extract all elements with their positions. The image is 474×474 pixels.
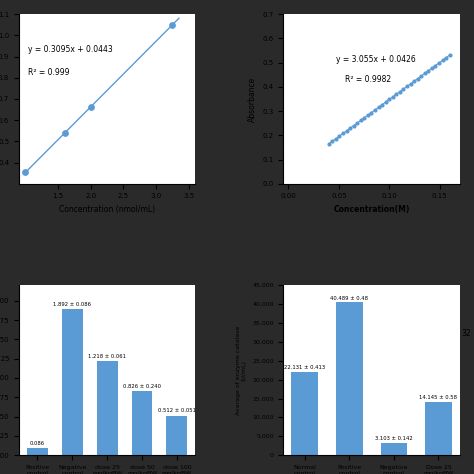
Point <box>354 119 361 127</box>
Point <box>332 135 340 142</box>
Point <box>361 114 368 121</box>
Text: R² = 0.999: R² = 0.999 <box>28 68 69 77</box>
Point <box>442 54 450 62</box>
Point <box>336 132 343 140</box>
Point <box>364 111 372 119</box>
Point <box>396 88 404 95</box>
Text: 14.145 ± 0.58: 14.145 ± 0.58 <box>419 395 457 400</box>
Point <box>339 129 347 137</box>
Text: R² = 0.9982: R² = 0.9982 <box>345 75 392 84</box>
Text: 0.512 ± 0.051: 0.512 ± 0.051 <box>158 408 196 413</box>
Point <box>385 96 393 103</box>
Point <box>414 75 421 82</box>
Text: 32: 32 <box>462 329 471 338</box>
Point <box>425 67 432 74</box>
Bar <box>292 372 318 455</box>
Point <box>343 127 350 135</box>
Point <box>378 101 386 109</box>
Point <box>346 124 354 132</box>
Point <box>418 72 425 80</box>
Text: 40.489 ± 0.48: 40.489 ± 0.48 <box>330 296 368 301</box>
X-axis label: Concentration(M): Concentration(M) <box>333 205 410 214</box>
Point <box>169 21 176 28</box>
Point <box>371 106 379 114</box>
Bar <box>97 361 118 455</box>
Point <box>410 77 418 85</box>
Bar <box>166 416 187 455</box>
Point <box>382 98 390 106</box>
Point <box>428 64 436 72</box>
Point <box>350 122 357 129</box>
Point <box>22 169 29 176</box>
Point <box>325 140 333 147</box>
Bar <box>62 309 83 455</box>
Point <box>61 129 68 137</box>
Text: 3.103 ± 0.142: 3.103 ± 0.142 <box>375 437 413 441</box>
Point <box>407 80 414 88</box>
Text: y = 0.3095x + 0.0443: y = 0.3095x + 0.0443 <box>28 45 112 54</box>
Point <box>435 59 443 67</box>
Text: y = 3.055x + 0.0426: y = 3.055x + 0.0426 <box>337 55 416 64</box>
Bar <box>131 392 153 455</box>
Text: 0.086: 0.086 <box>30 441 45 446</box>
Text: 1.892 ± 0.086: 1.892 ± 0.086 <box>53 302 91 307</box>
Bar <box>425 402 452 455</box>
Point <box>446 51 454 59</box>
Bar <box>336 302 363 455</box>
Point <box>400 85 407 93</box>
Bar <box>381 443 407 455</box>
Point <box>439 56 447 64</box>
Text: 0.826 ± 0.240: 0.826 ± 0.240 <box>123 384 161 389</box>
Point <box>357 117 365 124</box>
Point <box>87 103 95 110</box>
Point <box>389 93 397 100</box>
Point <box>375 103 383 111</box>
Point <box>392 91 400 98</box>
Point <box>403 82 411 90</box>
Bar <box>27 448 48 455</box>
Point <box>368 109 375 116</box>
Y-axis label: Absorbance: Absorbance <box>248 76 257 122</box>
Y-axis label: Avarage of enzyme catalase
(U/mL): Avarage of enzyme catalase (U/mL) <box>236 326 246 415</box>
Point <box>328 137 336 145</box>
Text: 1.218 ± 0.061: 1.218 ± 0.061 <box>88 354 126 359</box>
Point <box>432 62 439 69</box>
X-axis label: Concentration (nmol/mL): Concentration (nmol/mL) <box>59 205 155 214</box>
Text: 22.131 ± 0.413: 22.131 ± 0.413 <box>284 365 325 370</box>
Point <box>421 70 428 77</box>
